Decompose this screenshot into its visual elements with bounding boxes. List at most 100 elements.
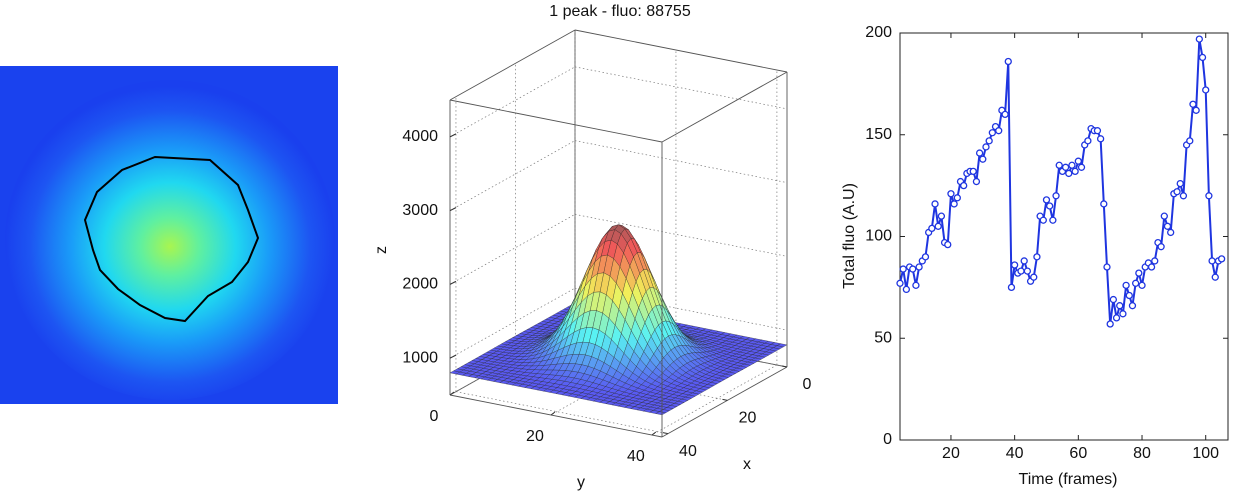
grid-line [449, 214, 576, 285]
y-tick-label: 50 [874, 329, 892, 346]
data-point [909, 265, 917, 273]
data-point [1208, 257, 1216, 265]
tick-mark [449, 280, 457, 285]
grid-line [574, 214, 788, 257]
y-axis-label: Total fluo (A.U) [841, 183, 858, 289]
data-point [988, 129, 996, 137]
data-point [1077, 163, 1086, 171]
data-point [896, 279, 904, 287]
x-tick-label: 40 [679, 443, 697, 460]
data-point [1093, 127, 1102, 135]
data-point [1119, 310, 1127, 318]
data-point [1106, 320, 1114, 328]
box-edge [449, 29, 576, 101]
y-tick-label: 100 [865, 228, 892, 245]
grid-line [449, 140, 576, 211]
data-point [1068, 161, 1076, 169]
grid-line [574, 66, 788, 110]
box-edge [661, 71, 788, 143]
chart-title: 1 peak - fluo: 88755 [549, 3, 691, 20]
data-point [1128, 302, 1137, 310]
surface-panel: 1 peak - fluo: 88755 z y x 1000200030004… [373, 3, 811, 491]
z-axis-label: z [373, 246, 390, 254]
data-line [899, 38, 1223, 325]
data-point [1039, 216, 1047, 224]
box-edge [574, 29, 788, 73]
data-point [1217, 255, 1226, 263]
data-point [1042, 196, 1051, 204]
data-point [1192, 106, 1200, 114]
line-panel: Time (frames) Total fluo (A.U) 0 50 100 150… [841, 24, 1229, 488]
data-point [979, 155, 987, 163]
data-point [975, 149, 984, 157]
data-point [1147, 263, 1156, 271]
tick-mark [449, 133, 457, 138]
z-tick-label: 4000 [402, 128, 438, 145]
data-point [1135, 269, 1143, 277]
data-point [1163, 222, 1172, 230]
data-point [1023, 267, 1032, 275]
data-point [1049, 216, 1057, 224]
y-tick-label: 40 [627, 448, 645, 465]
z-tick-label: 1000 [402, 349, 438, 366]
image-panel [0, 66, 338, 404]
data-point [931, 200, 939, 208]
data-point [1116, 302, 1124, 310]
tick-mark [550, 411, 556, 416]
data-point [1138, 281, 1146, 289]
data-point [934, 222, 942, 230]
data-point [1151, 257, 1159, 265]
data-point [937, 212, 946, 220]
x-tick-label: 80 [1133, 445, 1151, 462]
data-point [1052, 192, 1060, 200]
data-point [912, 281, 920, 289]
data-point [1176, 179, 1184, 188]
y-tick-label: 200 [865, 24, 892, 41]
data-point [1160, 212, 1168, 220]
y-axis-label: y [577, 474, 585, 491]
data-point [1103, 263, 1111, 271]
data-point [1202, 86, 1210, 94]
data-point [972, 177, 981, 186]
y-tick-label: 150 [865, 126, 892, 143]
data-point [1030, 273, 1038, 281]
data-point [1157, 243, 1165, 251]
data-point [928, 224, 936, 233]
data-point [1033, 253, 1041, 261]
grid-line [449, 66, 576, 138]
x-tick-label: 20 [739, 410, 757, 427]
data-point [902, 285, 911, 294]
contour [83, 155, 260, 323]
data-point [1007, 283, 1016, 292]
data-point [1167, 228, 1175, 237]
z-tick-label: 2000 [402, 276, 438, 293]
y-tick-label: 20 [526, 428, 544, 445]
data-point [1195, 35, 1203, 43]
data-point [1211, 273, 1219, 281]
data-point [1001, 110, 1009, 119]
box-edge [661, 366, 788, 438]
data-point [1122, 281, 1130, 289]
data-point [1071, 167, 1079, 176]
data-point [1055, 161, 1063, 169]
data-point [1017, 267, 1025, 275]
data-point [1205, 192, 1213, 200]
x-axis-label: x [743, 456, 751, 473]
tick-mark [662, 432, 669, 435]
data-point [947, 190, 955, 198]
data-point [1065, 169, 1073, 178]
data-point [953, 194, 961, 202]
data-point [915, 263, 923, 271]
tick-mark [449, 207, 457, 212]
data-point [1189, 100, 1197, 108]
surface-mesh [449, 224, 788, 416]
data-point [1173, 188, 1181, 196]
data-point [1198, 53, 1207, 62]
data-point [1010, 261, 1019, 269]
box-edge [449, 394, 663, 438]
data-point [899, 265, 907, 273]
x-tick-label: 60 [1069, 445, 1087, 462]
data-point [921, 253, 930, 261]
data-point [1074, 157, 1082, 165]
